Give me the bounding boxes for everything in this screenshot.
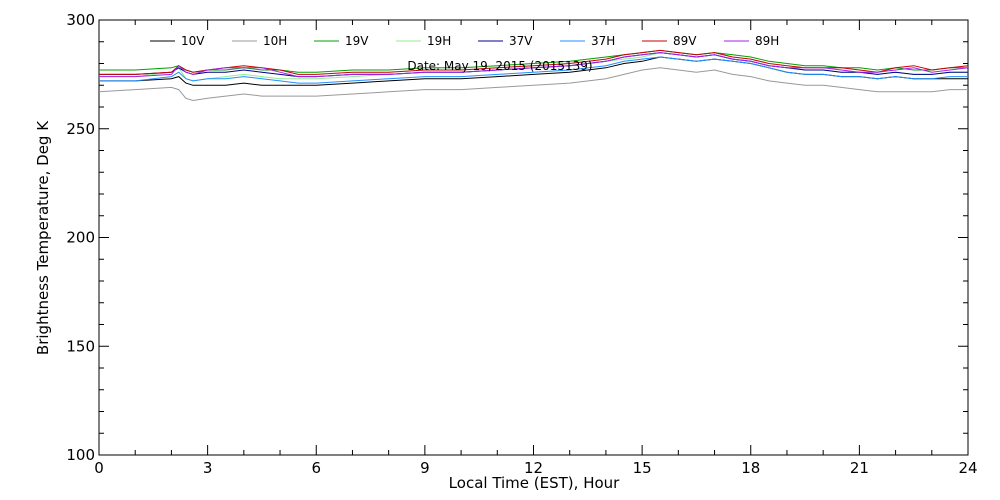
date-annotation: Date: May 19, 2015 (2015139) xyxy=(407,59,592,73)
axis-ticks: 0 3 6 9 12 15 18 21 24 100 150 200 250 300 xyxy=(66,11,977,477)
y-tick-label: 150 xyxy=(66,337,95,355)
series-line-89h xyxy=(99,52,969,78)
x-tick-label: 3 xyxy=(203,459,213,477)
series-line-10h xyxy=(98,67,968,102)
x-axis-title: Local Time (EST), Hour xyxy=(449,474,620,492)
y-tick-label: 250 xyxy=(66,120,95,138)
x-tick-label: 9 xyxy=(420,459,430,477)
x-tick-label: 21 xyxy=(850,459,869,477)
x-tick-label: 12 xyxy=(524,459,543,477)
legend-label-10v: 10V xyxy=(181,34,205,48)
legend-label-89h: 89H xyxy=(755,34,779,48)
legend-label-19h: 19H xyxy=(427,34,451,48)
x-tick-label: 18 xyxy=(741,459,760,477)
series-line-37h xyxy=(99,56,968,84)
legend-label-10h: 10H xyxy=(263,34,287,48)
y-axis-title: Brightness Temperature, Deg K xyxy=(34,120,52,355)
x-tick-label: 24 xyxy=(958,459,977,477)
y-tick-label: 100 xyxy=(66,446,95,464)
y-tick-label: 300 xyxy=(66,11,95,29)
legend: 10V 10H 19V 19H 37V 37H 89V 89H xyxy=(150,34,779,48)
x-tick-label: 6 xyxy=(311,459,321,477)
y-tick-label: 200 xyxy=(66,229,95,247)
legend-label-37v: 37V xyxy=(509,34,533,48)
legend-label-89v: 89V xyxy=(673,34,697,48)
series-line-19v xyxy=(99,49,968,73)
x-tick-label: 15 xyxy=(633,459,652,477)
x-tick-label: 0 xyxy=(94,459,104,477)
legend-label-37h: 37H xyxy=(591,34,615,48)
legend-label-19v: 19V xyxy=(345,34,369,48)
series-lines xyxy=(98,49,969,102)
